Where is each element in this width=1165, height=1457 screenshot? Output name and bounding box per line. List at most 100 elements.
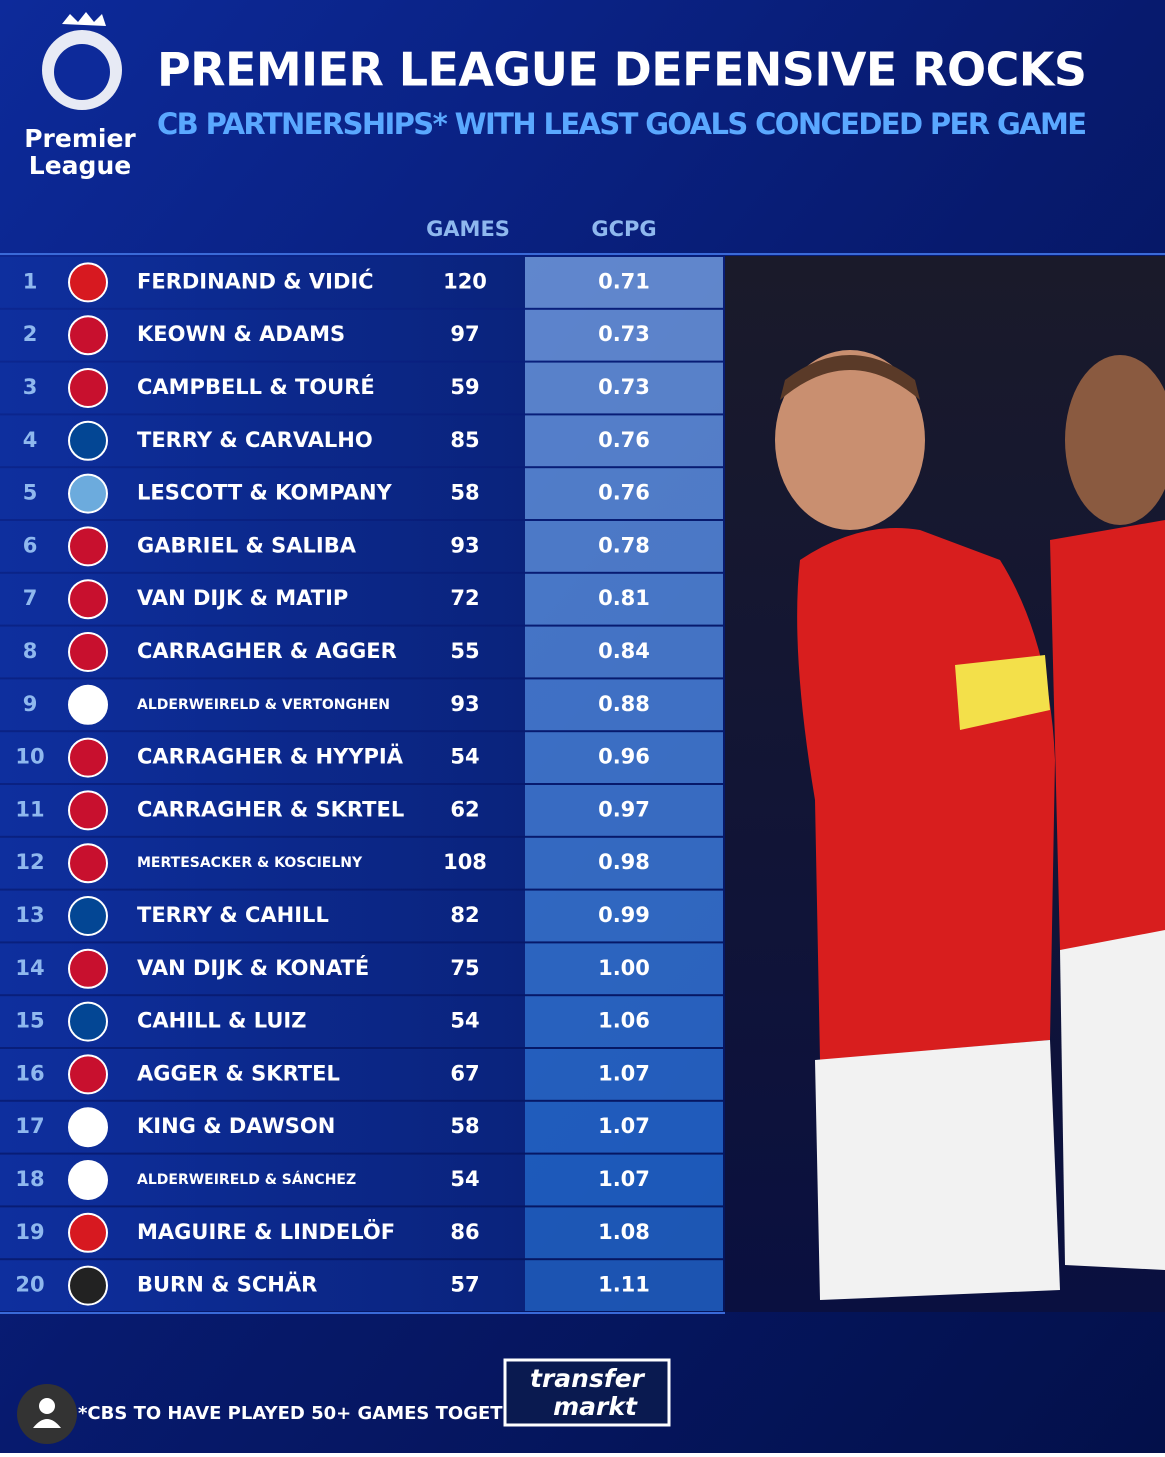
rank: 20 <box>15 1273 44 1297</box>
rank: 13 <box>15 903 44 927</box>
games: 54 <box>450 1009 479 1033</box>
brand-logo: transfer markt <box>503 1358 671 1427</box>
rank: 10 <box>15 745 44 769</box>
pair-name: VAN DIJK & MATIP <box>137 586 348 610</box>
gcpg: 0.73 <box>598 322 650 346</box>
club-crest <box>68 262 108 303</box>
rank: 19 <box>15 1220 44 1244</box>
pair-name: MERTESACKER & KOSCIELNY <box>137 855 363 871</box>
gcpg-cell <box>525 468 723 519</box>
club-crest <box>68 737 108 778</box>
table: 1 FERDINAND & VIDIĆ 120 0.71 2 KEOWN & ADAMS 9… <box>0 257 723 1311</box>
rank: 16 <box>15 1061 44 1085</box>
gcpg-cell <box>525 521 723 572</box>
rank: 17 <box>15 1114 44 1138</box>
pair-name: ALDERWEIRELD & SÁNCHEZ <box>137 1171 356 1188</box>
club-crest <box>68 526 108 567</box>
gcpg: 1.00 <box>598 956 650 980</box>
gcpg: 1.06 <box>598 1009 650 1033</box>
gcpg: 0.99 <box>598 903 650 927</box>
club-crest <box>68 843 108 884</box>
gcpg-cell <box>525 415 723 467</box>
gcpg: 0.88 <box>598 692 650 716</box>
subtitle: CB PARTNERSHIPS* WITH LEAST GOALS CONCED… <box>157 107 1087 141</box>
pair-name: CARRAGHER & HYYPIÄ <box>137 744 404 769</box>
games: 54 <box>450 1167 479 1191</box>
club-crest <box>68 632 108 672</box>
gcpg-cell <box>525 1260 723 1311</box>
pair-name: TERRY & CAHILL <box>137 903 329 927</box>
games: 62 <box>450 797 479 821</box>
gcpg: 0.76 <box>598 428 650 452</box>
column-header: GCPG <box>591 217 656 241</box>
rank: 15 <box>15 1009 44 1033</box>
rank: 5 <box>23 481 38 505</box>
games: 57 <box>450 1273 479 1297</box>
gcpg-cell <box>525 1207 723 1259</box>
gcpg-cell <box>525 309 723 361</box>
rank: 11 <box>15 797 44 821</box>
pair-name: MAGUIRE & LINDELÖF <box>137 1219 395 1244</box>
column-header: GAMES <box>426 217 510 241</box>
gcpg: 0.96 <box>598 745 650 769</box>
logo-text: League <box>29 151 131 180</box>
games: 59 <box>450 375 479 399</box>
title: PREMIER LEAGUE DEFENSIVE ROCKS <box>157 43 1087 97</box>
gcpg-cell <box>525 573 723 625</box>
games: 108 <box>443 850 487 874</box>
pair-name: BURN & SCHÄR <box>137 1272 317 1297</box>
gcpg: 1.07 <box>598 1061 650 1085</box>
games: 58 <box>450 481 479 505</box>
pair-name: CAHILL & LUIZ <box>137 1009 306 1033</box>
games: 93 <box>450 692 479 716</box>
club-crest <box>68 1212 108 1253</box>
pair-name: ALDERWEIRELD & VERTONGHEN <box>137 697 390 713</box>
pair-name: AGGER & SKRTEL <box>137 1061 340 1085</box>
gcpg: 0.97 <box>598 797 650 821</box>
games: 85 <box>450 428 479 452</box>
games: 120 <box>443 269 487 293</box>
pair-name: GABRIEL & SALIBA <box>137 533 357 557</box>
rank: 14 <box>15 956 44 980</box>
pair-name: CARRAGHER & AGGER <box>137 639 397 663</box>
rank: 18 <box>15 1167 44 1191</box>
club-crest <box>68 420 108 461</box>
gcpg: 1.11 <box>598 1273 650 1297</box>
gcpg: 1.07 <box>598 1167 650 1191</box>
club-crest <box>68 1107 108 1148</box>
pair-name: VAN DIJK & KONATÉ <box>137 955 369 980</box>
club-crest <box>68 790 108 831</box>
games: 55 <box>450 639 479 663</box>
pair-name: KEOWN & ADAMS <box>137 322 345 346</box>
rank: 2 <box>23 322 38 346</box>
club-crest <box>68 368 108 408</box>
gcpg: 0.71 <box>598 269 650 293</box>
games: 82 <box>450 903 479 927</box>
games: 93 <box>450 533 479 557</box>
gcpg-cell <box>525 732 723 783</box>
club-crest <box>68 896 108 936</box>
gcpg: 0.81 <box>598 586 650 610</box>
gcpg-cell <box>525 996 723 1047</box>
gcpg: 0.73 <box>598 375 650 399</box>
gcpg: 1.08 <box>598 1220 650 1244</box>
club-crest <box>68 1054 108 1095</box>
photo <box>725 256 1165 1312</box>
club-crest <box>68 684 108 725</box>
rank: 1 <box>23 269 38 293</box>
gcpg-cell <box>525 890 723 942</box>
rank: 9 <box>23 692 38 716</box>
club-crest <box>68 579 108 620</box>
games: 58 <box>450 1114 479 1138</box>
club-crest <box>68 315 108 356</box>
club-crest <box>68 473 108 514</box>
pair-name: TERRY & CARVALHO <box>137 428 373 452</box>
gcpg-cell <box>525 785 723 836</box>
gcpg: 0.76 <box>598 481 650 505</box>
rank: 3 <box>23 375 38 399</box>
rank: 6 <box>23 533 38 557</box>
club-crest <box>68 948 108 989</box>
club-crest <box>68 1265 108 1306</box>
games: 72 <box>450 586 479 610</box>
footnote: *CBS TO HAVE PLAYED 50+ GAMES TOGETHER <box>78 1403 544 1424</box>
